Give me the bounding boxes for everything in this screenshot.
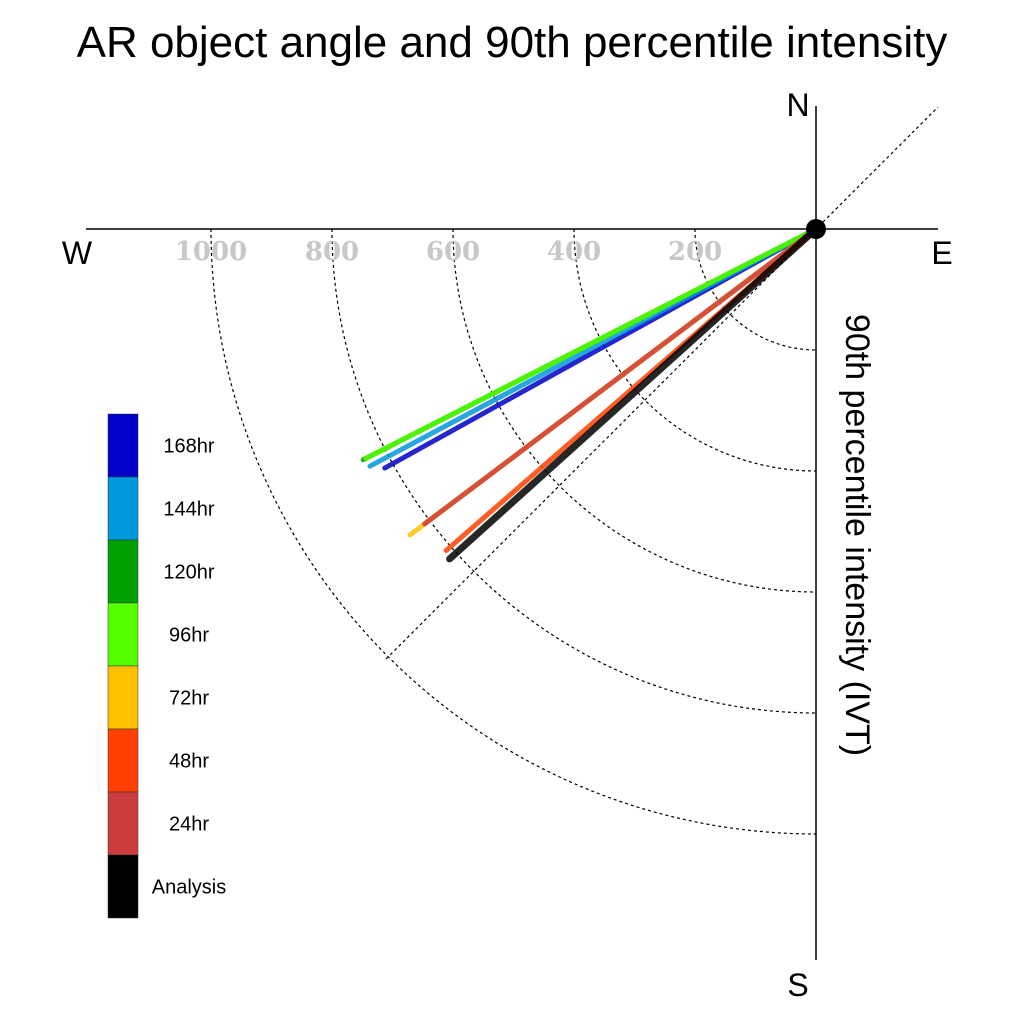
ring-800: [331, 228, 817, 714]
legend-label-24hr: 24hr: [169, 814, 209, 836]
legend-label-120hr: 120hr: [163, 562, 214, 584]
legend-swatch-24hr: [107, 791, 139, 856]
ring-label-400: 400: [547, 237, 601, 267]
ring-200: [694, 228, 817, 351]
ring-label-1000: 1000: [175, 237, 247, 267]
ring-tick-labels: 200 400 600 800 1000: [175, 237, 722, 267]
compass-south: S: [787, 967, 808, 1003]
ring-label-800: 800: [305, 237, 359, 267]
legend-label-144hr: 144hr: [163, 499, 214, 521]
legend-swatch-analysis: [107, 854, 139, 919]
legend-swatch-96hr: [107, 602, 139, 667]
vector-96hr: [363, 226, 819, 461]
legend-label-168hr: 168hr: [163, 436, 214, 458]
legend-label-96hr: 96hr: [169, 625, 209, 647]
compass-axes: [86, 106, 939, 960]
vector-24hr: [422, 226, 819, 527]
legend-swatch-72hr: [107, 665, 139, 730]
legend-swatch-48hr: [107, 728, 139, 793]
intensity-rings: [210, 228, 817, 835]
series-vectors: [360, 225, 820, 563]
ring-label-600: 600: [426, 237, 480, 267]
ring-600: [452, 228, 817, 593]
origin-marker: [806, 219, 826, 239]
chart-title: AR object angle and 90th percentile inte…: [77, 18, 948, 67]
vector-analysis: [446, 225, 820, 563]
ring-400: [573, 228, 817, 472]
diagonal-guide: [385, 106, 939, 660]
ring-label-200: 200: [668, 237, 722, 267]
compass-west: W: [62, 235, 93, 271]
axis-label: 90th percentile intensity (IVT): [838, 314, 876, 756]
legend: 168hr 144hr 120hr 96hr 72hr 48hr 24hr Analysis: [107, 413, 226, 919]
legend-label-48hr: 48hr: [169, 751, 209, 773]
legend-label-72hr: 72hr: [169, 688, 209, 710]
compass-east: E: [931, 235, 952, 271]
legend-swatch-120hr: [107, 539, 139, 604]
legend-label-analysis: Analysis: [152, 877, 226, 899]
legend-swatch-144hr: [107, 476, 139, 541]
ring-1000: [210, 228, 817, 835]
compass-north: N: [786, 87, 809, 123]
legend-swatch-168hr: [107, 413, 139, 478]
